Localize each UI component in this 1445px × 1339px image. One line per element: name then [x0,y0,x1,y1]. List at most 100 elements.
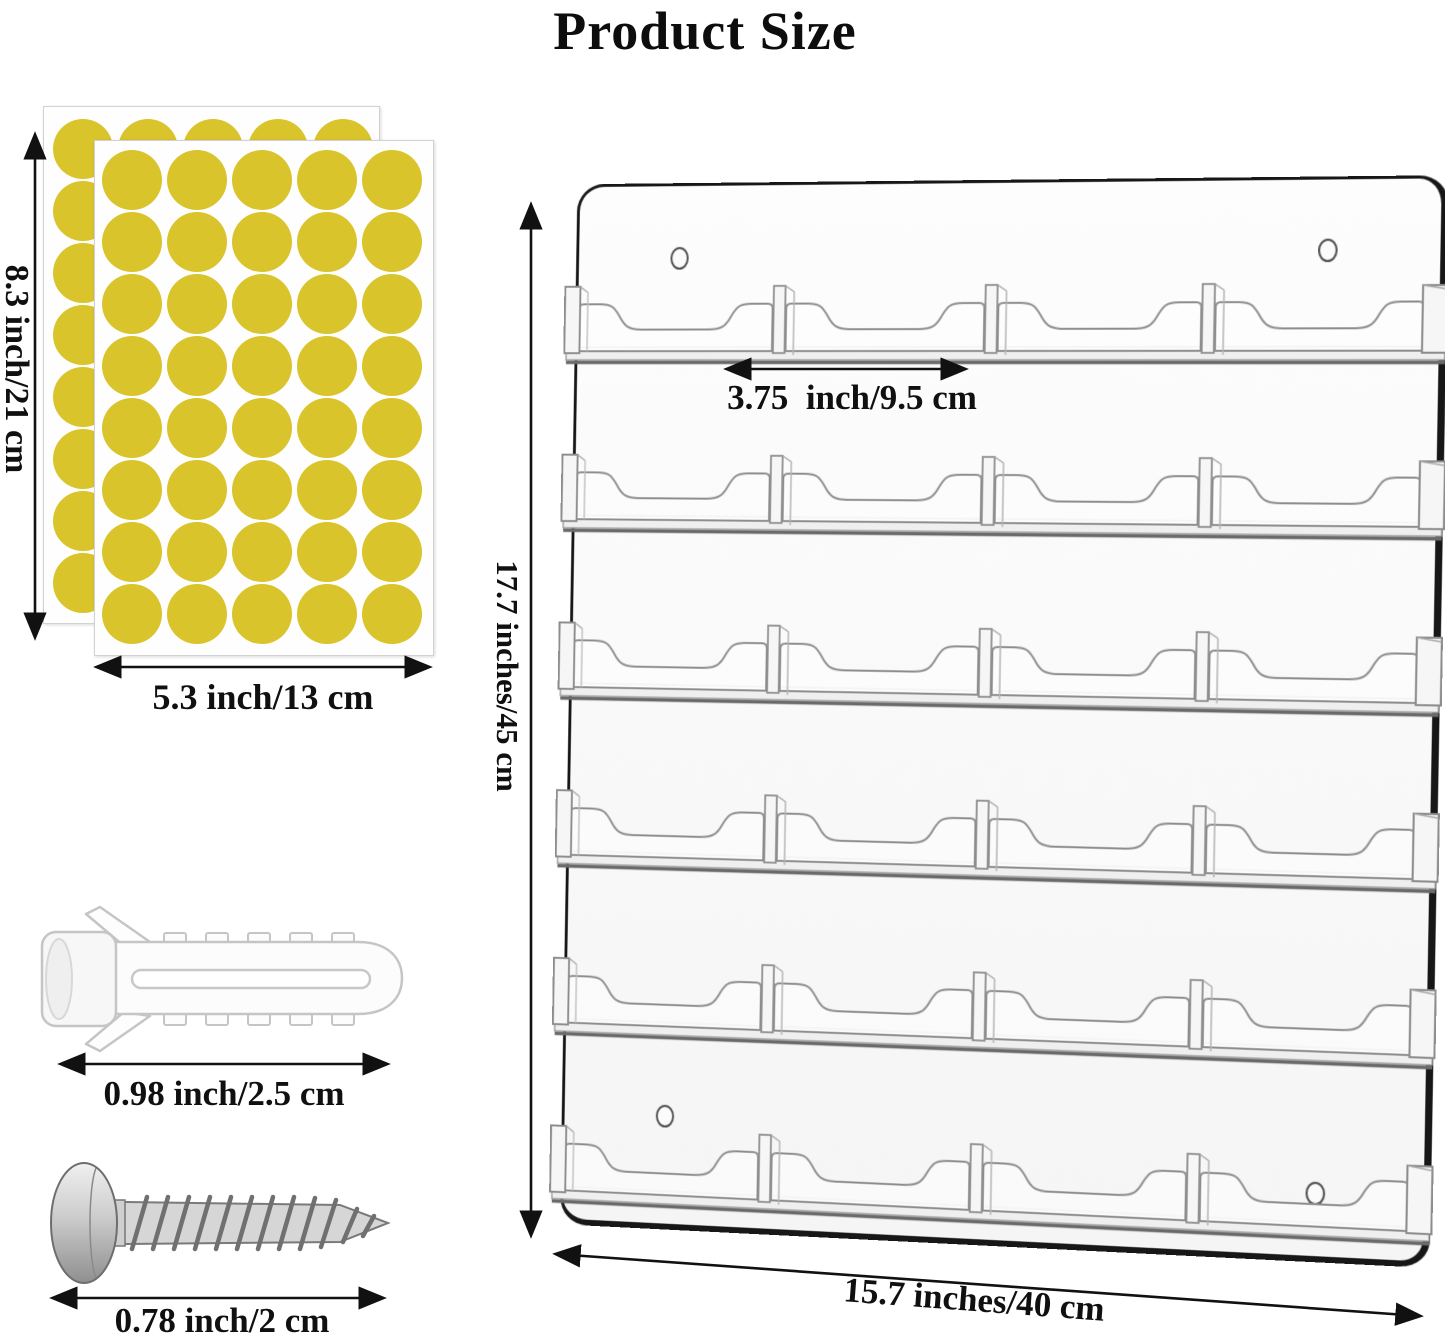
card-pocket [578,304,772,352]
card-pocket [785,303,984,351]
card-pocket [1209,650,1418,703]
sticker-dot [232,398,292,458]
row-end-cap [1406,1166,1432,1235]
sticker-dot [102,522,162,582]
card-pocket [771,1153,970,1210]
row-end-cap [1416,637,1442,705]
page-title: Product Size [553,1,857,61]
card-pocket [777,813,976,866]
pocket-divider [978,628,993,699]
mounting-hole [655,1104,675,1128]
row-end-cap [559,622,575,689]
card-pocket [989,819,1193,873]
screw-length-arrow [49,1286,387,1310]
card-pocket [1206,825,1415,880]
sticker-dot [102,212,162,272]
card-pocket-row [561,451,1445,542]
sticker-dot [167,336,227,396]
sticker-dot [232,212,292,272]
row-end-cap [550,1125,566,1192]
sticker-dot [362,522,422,582]
card-pocket [992,647,1196,699]
sticker-dot [297,398,357,458]
pocket-divider [770,456,783,523]
card-holder-panel [558,175,1445,1269]
card-pocket-row [564,279,1445,365]
card-pocket [783,474,982,523]
sticker-dot [232,274,292,334]
row-end-cap [564,287,580,353]
sticker-dot [297,522,357,582]
row-end-cap [553,958,569,1025]
sticker-dot [102,274,162,334]
sticker-dot [167,150,227,210]
stickers-height-arrow [23,131,47,641]
row-end-cap [1413,814,1439,882]
sticker-dot [167,398,227,458]
pocket-divider [1189,980,1202,1049]
pocket-divider [970,1144,983,1212]
pocket-divider [758,1135,771,1203]
card-pocket [1200,1172,1409,1231]
card-pocket-row [553,954,1436,1071]
sticker-dot [232,460,292,520]
card-holder-figure [558,175,1445,1269]
pocket-divider [773,286,786,353]
row-end-cap [561,455,577,521]
card-pocket-row [558,618,1442,717]
row-end-cap [1419,461,1445,529]
pocket-divider [764,795,777,862]
sticker-dot [102,584,162,644]
wall-anchor-illustration [40,905,404,1053]
pocket-divider [1192,806,1205,875]
card-pocket [1215,301,1424,350]
sticker-dot [167,274,227,334]
screw-head [50,1162,118,1284]
sticker-dot [362,336,422,396]
pocket-divider [1202,284,1215,353]
card-pocket [780,644,979,695]
holder-height-label: 17.7 inches/45 cm [490,560,525,792]
sticker-dot [102,150,162,210]
pocket-divider [1196,632,1209,701]
sticker-dot [232,336,292,396]
sticker-dot [362,584,422,644]
sticker-dot [362,398,422,458]
screw-illustration [50,1162,391,1284]
sticker-dot [362,212,422,272]
pocket-width-arrow [723,357,969,381]
card-pocket [998,302,1202,351]
pocket-width-label: 3.75 inch/9.5 cm [727,378,977,417]
card-pocket [1212,476,1421,527]
screw-head-edge [89,1167,97,1279]
row-end-cap [1409,990,1435,1058]
screw-threads [129,1194,377,1252]
mounting-hole [1317,238,1338,263]
sticker-dot [297,460,357,520]
card-pocket [576,472,770,521]
card-pocket [567,976,761,1030]
pocket-divider [761,965,774,1033]
pocket-divider [767,626,780,693]
mounting-hole [670,246,689,270]
anchor-length-arrow [57,1052,391,1076]
stickers-width-label: 5.3 inch/13 cm [152,677,374,717]
anchor-slot [130,968,372,990]
sticker-dot [102,460,162,520]
sticker-dot [362,150,422,210]
pocket-divider [981,456,996,527]
sticker-dot [102,336,162,396]
card-pocket [1203,999,1412,1056]
card-pocket [986,991,1190,1047]
card-pocket-row [550,1121,1433,1246]
sticker-dot [362,274,422,334]
sticker-dot [362,460,422,520]
sticker-dot [167,584,227,644]
pocket-divider [976,801,989,869]
anchor-collar-opening [45,938,73,1020]
sticker-dot [297,150,357,210]
sticker-dot [102,398,162,458]
sticker-sheet-front [94,140,434,656]
sticker-dot [232,584,292,644]
